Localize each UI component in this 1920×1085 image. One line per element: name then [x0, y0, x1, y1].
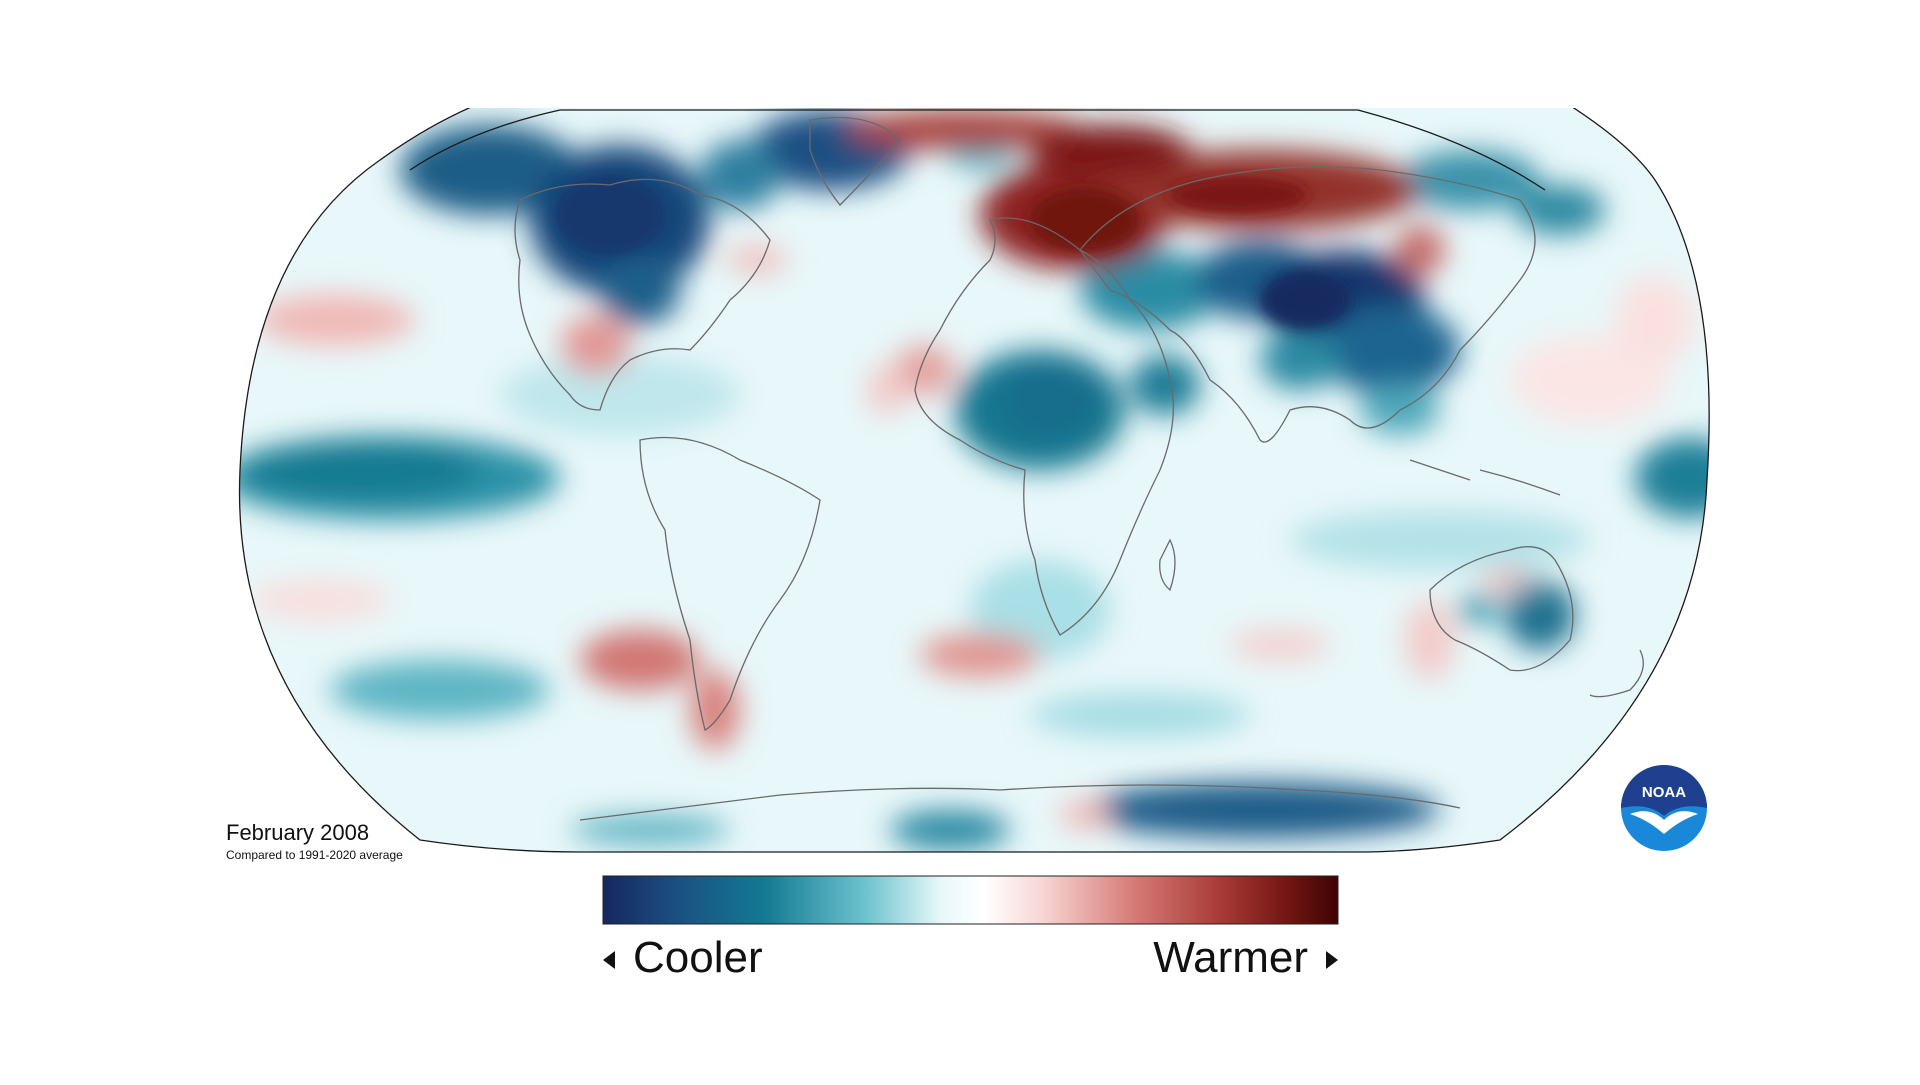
- map-title: February 2008: [226, 820, 370, 845]
- noaa-logo-text: NOAA: [1642, 784, 1686, 801]
- cooler-label: Cooler: [633, 933, 763, 982]
- globe-outline: [238, 0, 1710, 853]
- cooler-label-group: Cooler: [603, 930, 763, 986]
- anomaly-detail: [555, 175, 1350, 328]
- noaa-logo: NOAA: [1620, 764, 1708, 852]
- left-arrow-icon: [603, 951, 615, 970]
- globe-top-left-edge: [409, 109, 561, 171]
- scale-gradient-bar: [602, 875, 1339, 925]
- right-arrow-icon: [1326, 951, 1338, 970]
- globe-top-right-edge: [1357, 109, 1546, 191]
- warmer-label: Warmer: [1153, 933, 1308, 982]
- noaa-logo-icon: NOAA: [1621, 765, 1707, 851]
- top-mask: [0, 0, 1920, 108]
- anomaly-field: [239, 100, 1710, 852]
- coastlines: [514, 116, 1644, 821]
- warmer-label-group: Warmer: [1153, 930, 1338, 986]
- map-subtitle: Compared to 1991-2020 average: [226, 848, 403, 862]
